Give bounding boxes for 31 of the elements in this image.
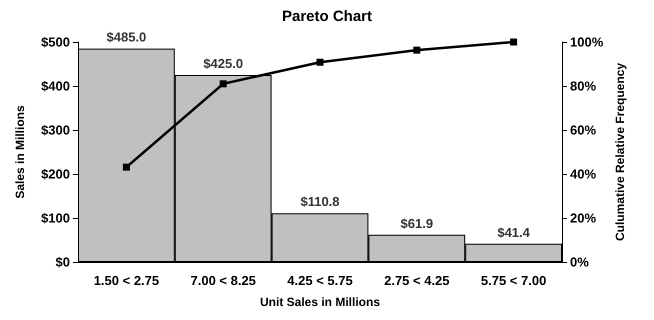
data-label: $485.0 — [106, 30, 146, 45]
y2-tick-label: 40% — [570, 166, 596, 182]
point — [413, 46, 420, 54]
data-label: $425.0 — [203, 56, 244, 71]
y-tick-label: $400 — [41, 78, 70, 94]
x-tick-label: 5.75 < 7.00 — [480, 273, 546, 288]
point — [122, 164, 130, 171]
point — [510, 38, 518, 46]
y2-tick-label: 100% — [570, 34, 604, 50]
y-tick-label: $500 — [41, 34, 70, 50]
y-axis-title: Sales in Millions — [13, 104, 27, 199]
y2-tick-label: 20% — [570, 210, 596, 226]
x-tick-label: 7.00 < 8.25 — [190, 273, 256, 288]
y2-tick-label: 80% — [570, 78, 596, 94]
y2-axis-title: Culumative Relative Frequency — [613, 62, 628, 242]
y-tick-label: $200 — [41, 166, 70, 182]
x-tick-label: 1.50 < 2.75 — [94, 273, 160, 288]
chart-title: Pareto Chart — [282, 8, 372, 25]
x-tick-label: 2.75 < 4.25 — [384, 273, 450, 288]
y-tick-label: $100 — [41, 210, 70, 226]
y-tick-label: $300 — [41, 122, 70, 138]
x-tick-label: 4.25 < 5.75 — [287, 273, 353, 288]
data-label: $110.8 — [300, 194, 340, 210]
y-tick-label: $0 — [56, 254, 70, 270]
data-label: $41.4 — [497, 224, 531, 240]
data-label: $61.9 — [400, 216, 434, 231]
y2-tick-label: 60% — [570, 122, 596, 138]
point — [220, 80, 227, 88]
point — [316, 58, 324, 66]
y2-tick-label: 0% — [570, 254, 590, 270]
x-axis-title: Unit Sales in Millions — [260, 295, 380, 309]
